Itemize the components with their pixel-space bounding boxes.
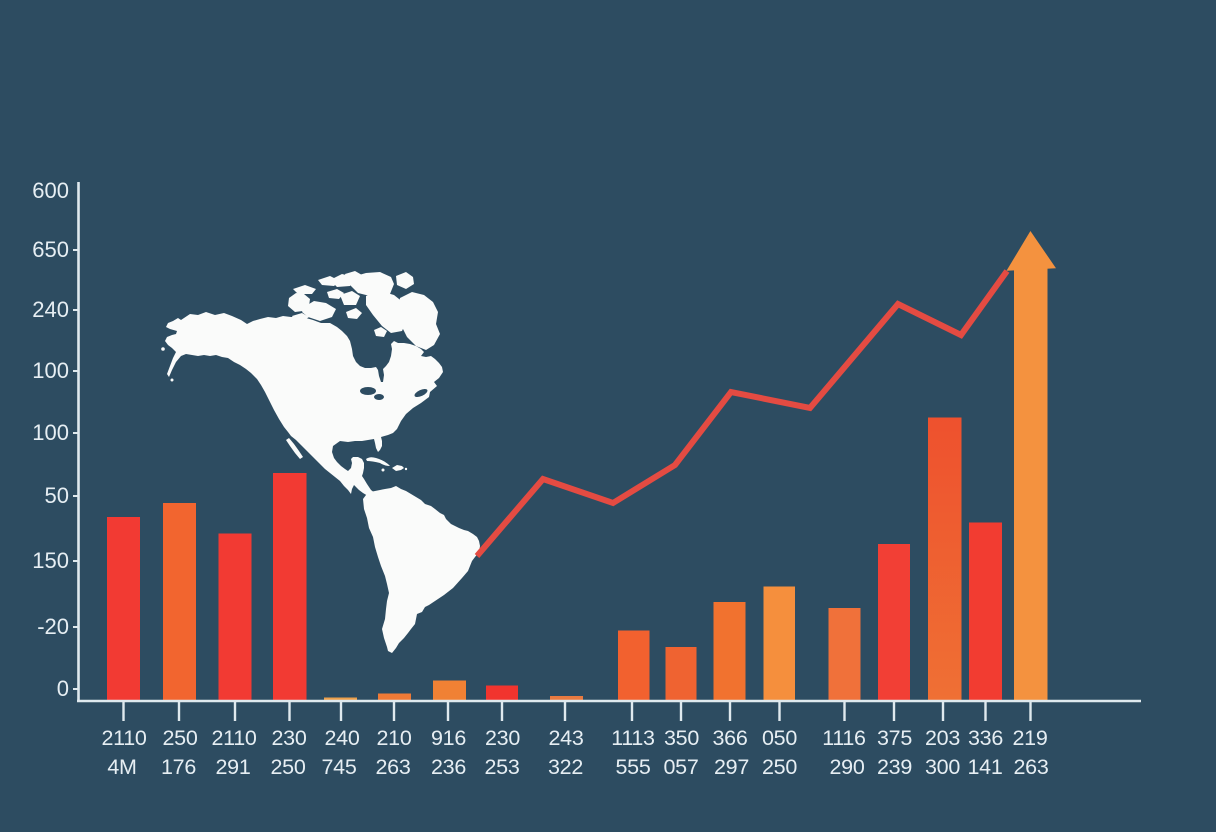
svg-text:239: 239: [877, 755, 912, 779]
svg-text:745: 745: [322, 755, 357, 779]
svg-text:250: 250: [762, 755, 797, 779]
svg-text:1116: 1116: [822, 726, 866, 750]
svg-text:555: 555: [616, 755, 651, 779]
svg-text:916: 916: [431, 726, 466, 750]
svg-text:263: 263: [1014, 755, 1049, 779]
svg-text:230: 230: [485, 726, 520, 750]
svg-text:290: 290: [830, 755, 865, 779]
svg-text:219: 219: [1013, 726, 1048, 750]
svg-text:057: 057: [664, 755, 699, 779]
svg-text:210: 210: [377, 726, 412, 750]
svg-text:0: 0: [57, 676, 69, 701]
svg-text:236: 236: [431, 755, 466, 779]
svg-text:1113: 1113: [611, 726, 655, 750]
svg-text:141: 141: [968, 755, 1003, 779]
svg-text:050: 050: [762, 726, 797, 750]
svg-text:150: 150: [32, 548, 69, 573]
svg-text:250: 250: [163, 726, 198, 750]
svg-text:263: 263: [376, 755, 411, 779]
svg-text:291: 291: [216, 755, 251, 779]
svg-text:2110: 2110: [211, 726, 256, 750]
svg-text:297: 297: [714, 755, 749, 779]
svg-text:203: 203: [925, 726, 960, 750]
svg-text:336: 336: [968, 726, 1003, 750]
svg-text:2110: 2110: [101, 726, 146, 750]
svg-text:-20: -20: [37, 614, 69, 639]
svg-text:176: 176: [161, 755, 196, 779]
svg-text:230: 230: [272, 726, 307, 750]
svg-text:253: 253: [485, 755, 520, 779]
svg-text:4M: 4M: [107, 755, 136, 779]
svg-text:250: 250: [271, 755, 306, 779]
svg-text:100: 100: [32, 420, 69, 445]
svg-text:350: 350: [664, 726, 699, 750]
svg-text:100: 100: [32, 358, 69, 383]
svg-text:600: 600: [32, 178, 69, 203]
svg-text:50: 50: [45, 483, 69, 508]
svg-text:240: 240: [325, 726, 360, 750]
svg-text:375: 375: [877, 726, 912, 750]
svg-text:240: 240: [32, 297, 69, 322]
svg-text:322: 322: [548, 755, 583, 779]
svg-text:366: 366: [713, 726, 748, 750]
svg-text:650: 650: [32, 237, 69, 262]
svg-text:243: 243: [549, 726, 584, 750]
svg-text:300: 300: [925, 755, 960, 779]
